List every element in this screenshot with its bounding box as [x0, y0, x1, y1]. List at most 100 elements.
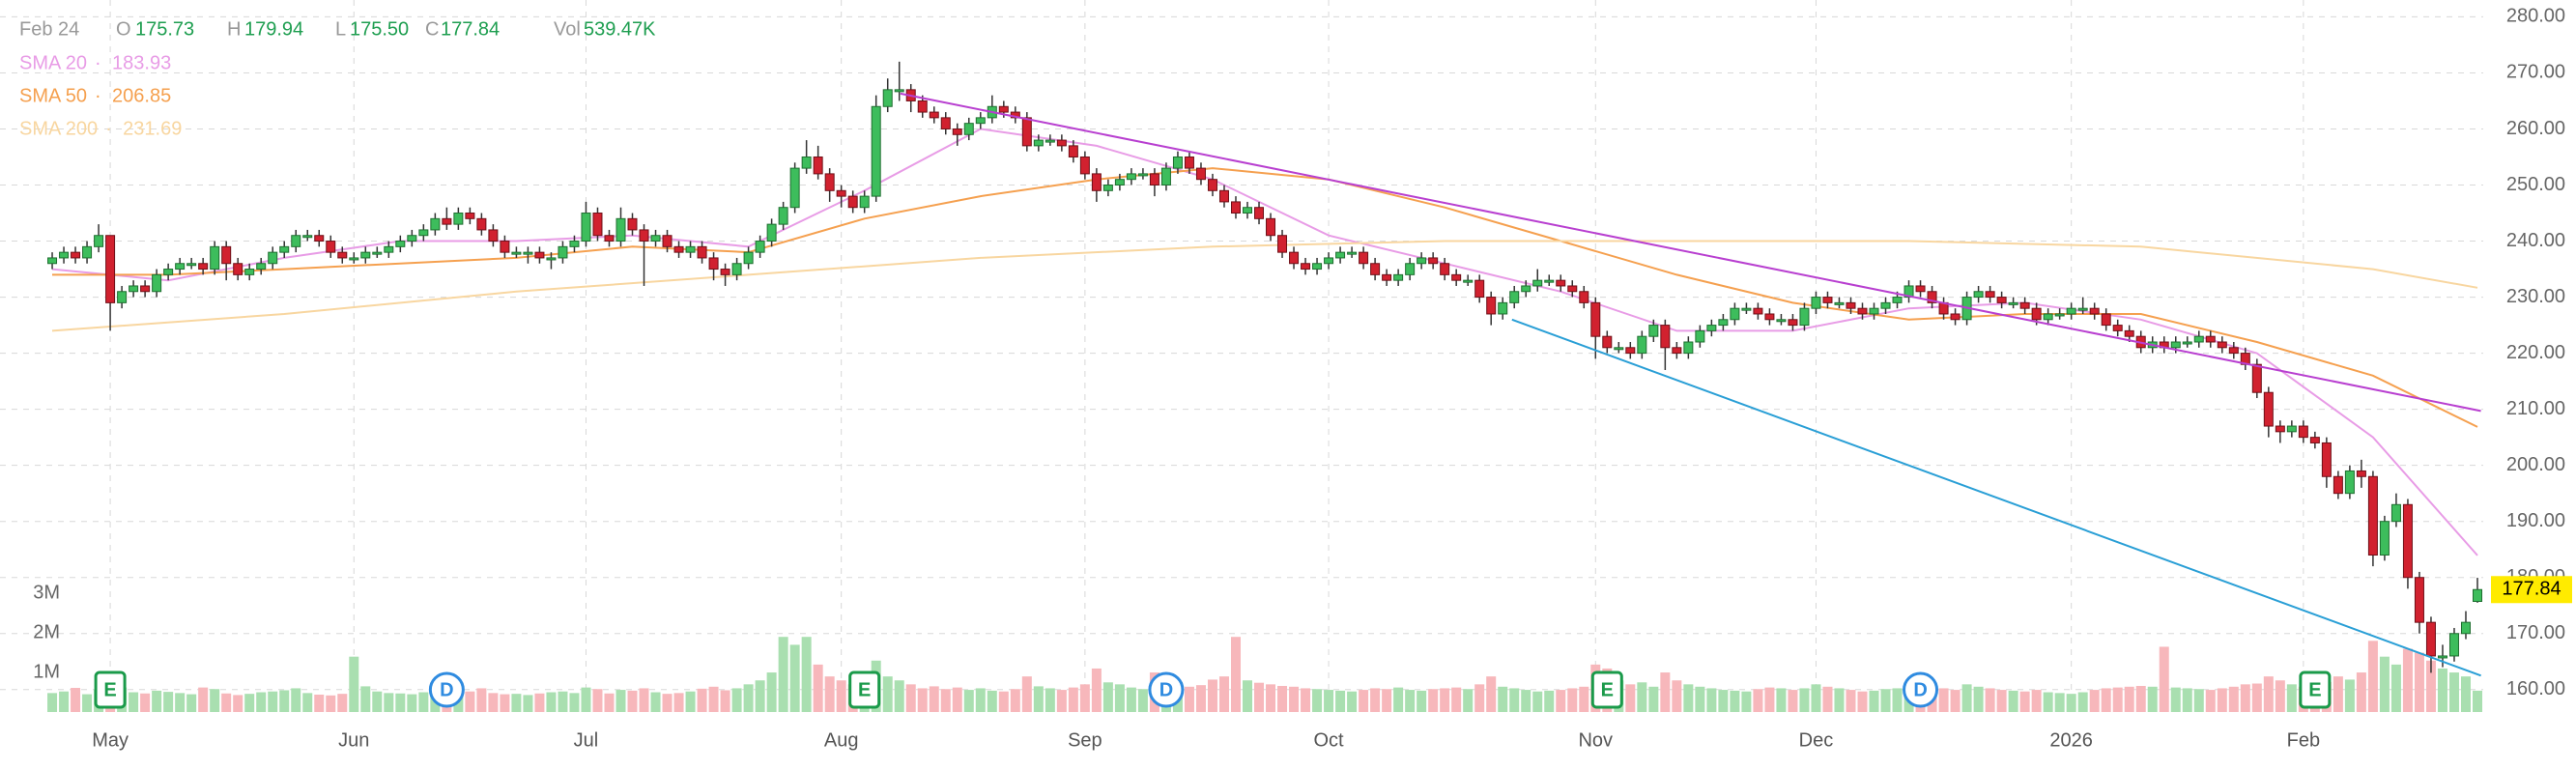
candle-body	[1137, 173, 1148, 177]
candle-body	[813, 156, 823, 175]
volume-bar	[71, 688, 81, 712]
event-badge	[1590, 670, 1623, 709]
volume-bar	[1776, 688, 1787, 712]
candle-body	[2019, 301, 2030, 309]
volume-bar	[2286, 684, 2297, 712]
candle-body	[1114, 179, 1125, 186]
volume-bar	[372, 691, 383, 712]
candle-body	[268, 251, 278, 265]
candle-body	[1695, 329, 1705, 343]
candle-body	[731, 263, 742, 275]
y-tick-label: 240.00	[2506, 230, 2565, 251]
candle-body	[766, 223, 777, 242]
candle-body	[859, 195, 870, 209]
volume-bar	[987, 690, 997, 712]
volume-bar	[604, 693, 615, 712]
volume-bar	[1289, 686, 1300, 712]
volume-bar	[1730, 690, 1740, 712]
candle-body	[465, 213, 475, 219]
volume-bar	[697, 688, 707, 712]
volume-bar	[2228, 686, 2239, 712]
candle-body	[708, 257, 719, 271]
volume-bar	[2135, 685, 2146, 712]
volume-bar	[1950, 690, 1961, 712]
candle-body	[1160, 167, 1171, 186]
candle-body	[2379, 521, 2390, 556]
y-tick-label: 270.00	[2506, 62, 2565, 83]
candle-body	[1243, 207, 1253, 214]
candle-body	[1195, 167, 1206, 181]
candle-body	[1033, 139, 1044, 147]
candle-body	[476, 217, 487, 231]
legend-value: 183.93	[112, 52, 171, 73]
candle-body	[1822, 297, 1833, 303]
y-tick-label: 250.00	[2506, 174, 2565, 195]
volume-bar	[2159, 646, 2169, 712]
volume-bar	[418, 692, 429, 712]
volume-bar	[1683, 684, 1694, 712]
candle-body	[1753, 307, 1763, 315]
volume-bar	[2205, 690, 2216, 712]
volume-bar	[1347, 691, 1358, 712]
candle-body	[847, 195, 858, 209]
candle-body	[210, 245, 220, 271]
candle-body	[1660, 325, 1671, 349]
volume-bar	[1335, 690, 1346, 712]
candle-body	[302, 235, 313, 239]
candle-body	[326, 241, 336, 253]
candle-body	[2472, 588, 2482, 603]
candle-body	[140, 285, 151, 293]
volume-bar	[558, 691, 568, 712]
candle-body	[82, 245, 93, 259]
volume-bar	[662, 694, 673, 712]
candle-body	[2112, 325, 2123, 331]
candle-body	[952, 128, 962, 135]
volume-bar	[789, 644, 800, 712]
candle-body	[650, 235, 661, 242]
volume-bar	[1648, 686, 1659, 712]
legend-separator: ·	[95, 52, 101, 73]
candle-body	[1672, 347, 1682, 355]
volume-bar	[1822, 686, 1833, 712]
volume-bar	[2448, 672, 2459, 712]
candle-body	[882, 89, 893, 107]
candle-body	[1532, 279, 1543, 287]
volume-bar	[1556, 690, 1566, 712]
volume-bar	[47, 693, 58, 712]
close-key: C	[425, 18, 439, 40]
volume-bar	[1301, 688, 1311, 712]
candle-body	[2008, 301, 2018, 305]
volume-bar	[2390, 664, 2401, 712]
candle-body	[129, 285, 139, 293]
volume-bar	[813, 664, 823, 712]
candle-body	[221, 245, 232, 265]
candle-body	[337, 251, 348, 259]
candle-body	[1903, 285, 1914, 299]
volume-bar	[256, 692, 267, 712]
open-key: O	[116, 18, 131, 40]
volume-bar	[2077, 692, 2088, 712]
candle-body	[1405, 263, 1416, 275]
volume-bar	[488, 693, 499, 712]
candle-body	[418, 229, 429, 237]
volume-bar	[2472, 690, 2482, 712]
candle-body	[430, 217, 441, 231]
sma-line	[51, 240, 2478, 332]
candle-body	[1741, 307, 1752, 311]
volume-bar	[755, 680, 765, 712]
volume-bar	[929, 686, 939, 712]
candle-body	[360, 251, 371, 259]
y2-tick-label: 3M	[33, 582, 60, 603]
event-badge	[2299, 670, 2332, 709]
candle-body	[1102, 185, 1113, 191]
y2-tick-label: 2M	[33, 621, 60, 642]
volume-bar	[2112, 687, 2123, 712]
candle-body	[546, 257, 557, 261]
candle-body	[1335, 251, 1346, 259]
candle-body	[685, 245, 696, 253]
candle-body	[1079, 156, 1090, 175]
candle-body	[1730, 307, 1740, 321]
volume-bar	[2402, 648, 2413, 712]
candle-body	[2390, 503, 2401, 523]
